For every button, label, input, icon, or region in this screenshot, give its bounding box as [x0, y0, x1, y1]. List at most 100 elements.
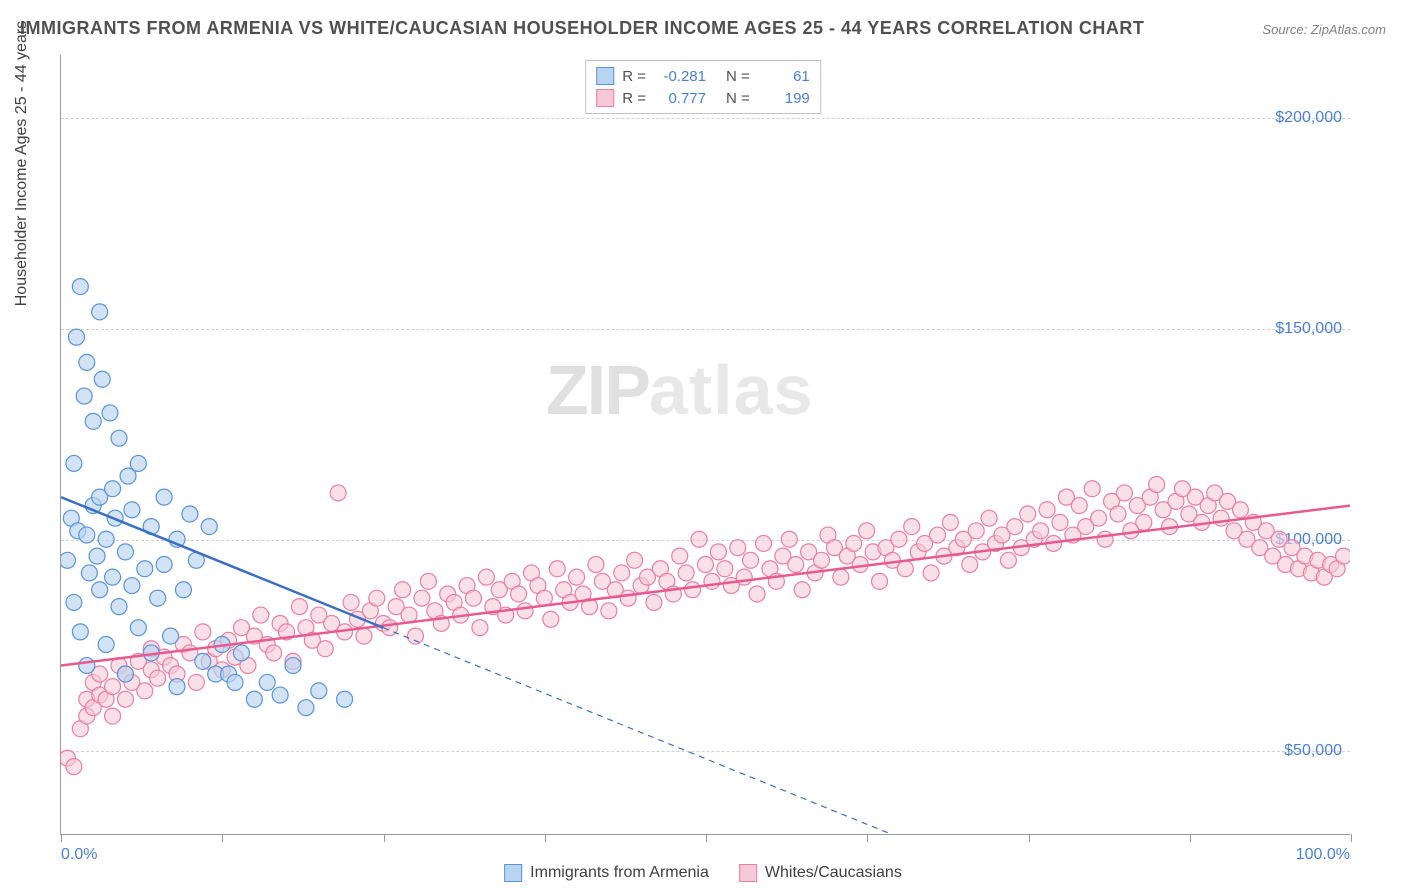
data-point	[105, 708, 121, 724]
data-point	[89, 548, 105, 564]
data-point	[672, 548, 688, 564]
data-point	[1052, 514, 1068, 530]
data-point	[1213, 510, 1229, 526]
data-point	[188, 674, 204, 690]
data-point	[105, 569, 121, 585]
data-point	[859, 523, 875, 539]
data-point	[227, 674, 243, 690]
data-point	[266, 645, 282, 661]
data-point	[1007, 519, 1023, 535]
data-point	[117, 691, 133, 707]
data-point	[105, 481, 121, 497]
data-point	[79, 354, 95, 370]
data-point	[833, 569, 849, 585]
data-point	[156, 557, 172, 573]
data-point	[698, 557, 714, 573]
data-point	[420, 573, 436, 589]
data-point	[1039, 502, 1055, 518]
legend-series: Immigrants from Armenia Whites/Caucasian…	[504, 864, 902, 882]
data-point	[962, 557, 978, 573]
legend-stats-row: R = 0.777 N = 199	[596, 87, 810, 109]
data-point	[124, 502, 140, 518]
data-point	[201, 519, 217, 535]
data-point	[730, 540, 746, 556]
data-point	[1033, 523, 1049, 539]
data-point	[105, 679, 121, 695]
data-point	[68, 329, 84, 345]
data-point	[79, 527, 95, 543]
data-point	[1136, 514, 1152, 530]
data-point	[543, 611, 559, 627]
data-point	[163, 628, 179, 644]
data-point	[291, 599, 307, 615]
data-point	[395, 582, 411, 598]
data-point	[98, 531, 114, 547]
x-tick	[384, 834, 385, 842]
trend-line-dashed	[383, 628, 963, 834]
legend-stats-row: R = -0.281 N = 61	[596, 65, 810, 87]
data-point	[311, 683, 327, 699]
data-point	[736, 569, 752, 585]
data-point	[182, 506, 198, 522]
data-point	[272, 687, 288, 703]
data-point	[169, 679, 185, 695]
y-axis-title: Householder Income Ages 25 - 44 years	[13, 21, 31, 307]
data-point	[614, 565, 630, 581]
data-point	[137, 561, 153, 577]
data-point	[942, 514, 958, 530]
data-point	[717, 561, 733, 577]
data-point	[478, 569, 494, 585]
data-point	[1084, 481, 1100, 497]
trend-line	[61, 497, 383, 628]
data-point	[298, 700, 314, 716]
data-point	[1232, 502, 1248, 518]
data-point	[111, 599, 127, 615]
data-point	[246, 691, 262, 707]
chart-container: IMMIGRANTS FROM ARMENIA VS WHITE/CAUCASI…	[0, 0, 1406, 892]
data-point	[781, 531, 797, 547]
x-tick	[867, 834, 868, 842]
data-point	[891, 531, 907, 547]
data-point	[1097, 531, 1113, 547]
data-point	[130, 455, 146, 471]
data-point	[743, 552, 759, 568]
x-tick	[222, 834, 223, 842]
data-point	[66, 455, 82, 471]
data-point	[788, 557, 804, 573]
source-label: Source: ZipAtlas.com	[1262, 22, 1386, 37]
data-point	[710, 544, 726, 560]
data-point	[704, 573, 720, 589]
data-point	[81, 565, 97, 581]
x-tick	[1190, 834, 1191, 842]
data-point	[897, 561, 913, 577]
data-point	[66, 594, 82, 610]
data-point	[627, 552, 643, 568]
x-tick	[706, 834, 707, 842]
data-point	[407, 628, 423, 644]
data-point	[137, 683, 153, 699]
data-point	[1071, 498, 1087, 514]
data-point	[330, 485, 346, 501]
data-point	[904, 519, 920, 535]
data-point	[549, 561, 565, 577]
data-point	[646, 594, 662, 610]
legend-stats: R = -0.281 N = 61 R = 0.777 N = 199	[585, 60, 821, 114]
x-tick	[61, 834, 62, 842]
data-point	[601, 603, 617, 619]
data-point	[259, 674, 275, 690]
data-point	[794, 582, 810, 598]
data-point	[79, 658, 95, 674]
legend-item: Immigrants from Armenia	[504, 864, 709, 882]
data-point	[511, 586, 527, 602]
data-point	[117, 666, 133, 682]
data-point	[85, 413, 101, 429]
legend-swatch-blue	[504, 864, 522, 882]
data-point	[285, 658, 301, 674]
data-point	[102, 405, 118, 421]
legend-swatch-pink	[596, 89, 614, 107]
data-point	[1149, 477, 1165, 493]
data-point	[685, 582, 701, 598]
data-point	[678, 565, 694, 581]
data-point	[1020, 506, 1036, 522]
data-point	[343, 594, 359, 610]
